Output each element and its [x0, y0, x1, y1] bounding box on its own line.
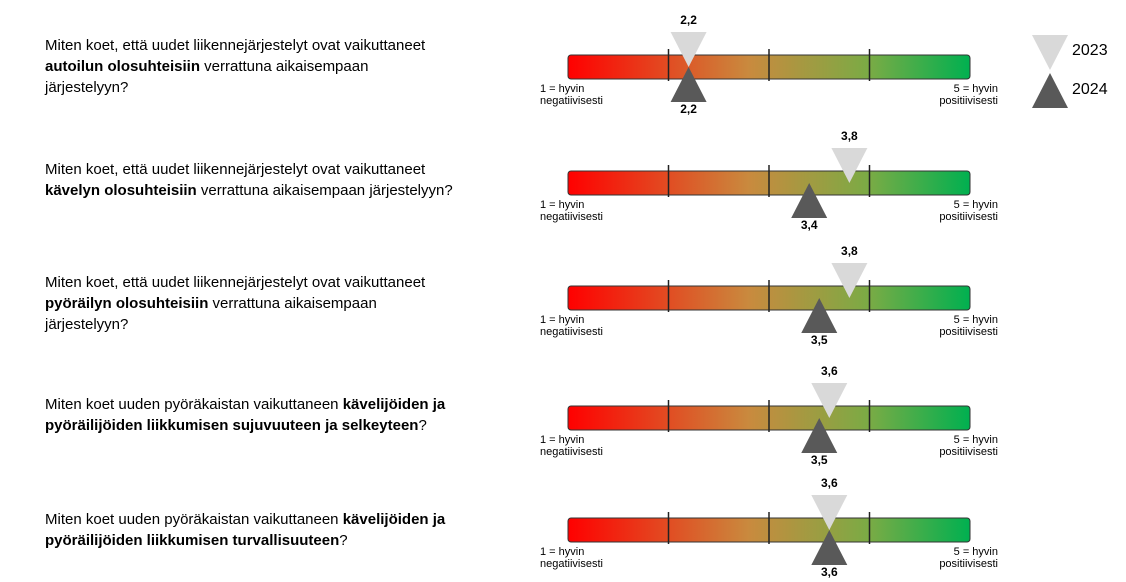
scale-max-label: positiivisesti: [939, 211, 998, 223]
scale-min-label: 1 = hyvin: [540, 546, 584, 558]
scale-min-label: negatiivisesti: [540, 446, 603, 458]
scale-min-label: negatiivisesti: [540, 211, 603, 223]
marker-2024: [801, 298, 838, 333]
marker-2024: [811, 530, 848, 565]
question-text: järjestelyyn?: [44, 316, 128, 333]
question-segment: Miten koet uuden pyöräkaistan vaikuttane…: [45, 511, 343, 528]
legend-label: 2023: [1072, 42, 1108, 59]
question-segment: Miten koet, että uudet liikennejärjestel…: [45, 161, 426, 178]
marker-2023: [811, 383, 848, 418]
scale-max-label: positiivisesti: [939, 446, 998, 458]
question-segment: verrattuna aikaisempaan: [200, 58, 368, 75]
question-text: Miten koet, että uudet liikennejärjestel…: [45, 161, 426, 178]
legend-marker: [1032, 73, 1068, 108]
scale-min-label: 1 = hyvin: [540, 83, 584, 95]
scale-max-label: 5 = hyvin: [954, 314, 998, 326]
value-label: 3,5: [811, 333, 828, 347]
question-segment: kävelijöiden ja: [343, 396, 446, 413]
value-label: 3,5: [811, 453, 828, 467]
scale-min-label: negatiivisesti: [540, 95, 603, 107]
value-label: 2,2: [680, 13, 697, 27]
question-segment: kävelijöiden ja: [343, 511, 446, 528]
marker-2024: [791, 183, 828, 218]
scale-max-label: positiivisesti: [939, 326, 998, 338]
value-label: 3,8: [841, 244, 858, 258]
question-segment: pyöräilijöiden liikkumisen sujuvuuteen j…: [45, 417, 418, 434]
marker-2023: [811, 495, 848, 530]
scale-max-label: 5 = hyvin: [954, 434, 998, 446]
question-segment: järjestelyyn?: [44, 316, 128, 333]
legend-marker: [1032, 35, 1068, 70]
scale-max-label: 5 = hyvin: [954, 546, 998, 558]
scale-min-label: negatiivisesti: [540, 326, 603, 338]
question-text: Miten koet, että uudet liikennejärjestel…: [45, 37, 426, 54]
question-segment: autoilun olosuhteisiin: [45, 58, 200, 75]
scale-max-label: 5 = hyvin: [954, 199, 998, 211]
legend-label: 2024: [1072, 81, 1108, 98]
question-segment: Miten koet uuden pyöräkaistan vaikuttane…: [45, 396, 343, 413]
question-segment: Miten koet, että uudet liikennejärjestel…: [45, 37, 426, 54]
question-segment: järjestelyyn?: [44, 79, 128, 96]
value-label: 2,2: [680, 102, 697, 116]
question-text: pyöräilyn olosuhteisiin verrattuna aikai…: [45, 295, 377, 312]
marker-2024: [670, 67, 707, 102]
scale-max-label: positiivisesti: [939, 95, 998, 107]
scale-max-label: 5 = hyvin: [954, 83, 998, 95]
question-segment: pyöräilyn olosuhteisiin: [45, 295, 208, 312]
marker-2023: [831, 263, 868, 298]
question-segment: verrattuna aikaisempaan järjestelyyn?: [197, 182, 453, 199]
marker-2023: [670, 32, 707, 67]
question-segment: verrattuna aikaisempaan: [208, 295, 376, 312]
marker-2024: [801, 418, 838, 453]
question-segment: kävelyn olosuhteisiin: [45, 182, 197, 199]
question-segment: pyöräilijöiden liikkumisen turvallisuute…: [45, 532, 339, 549]
scale-min-label: 1 = hyvin: [540, 199, 584, 211]
value-label: 3,8: [841, 129, 858, 143]
value-label: 3,4: [801, 218, 818, 232]
question-text: Miten koet uuden pyöräkaistan vaikuttane…: [45, 396, 446, 413]
question-text: kävelyn olosuhteisiin verrattuna aikaise…: [45, 182, 453, 199]
scale-min-label: 1 = hyvin: [540, 434, 584, 446]
question-text: pyöräilijöiden liikkumisen turvallisuute…: [45, 532, 348, 549]
question-text: Miten koet, että uudet liikennejärjestel…: [45, 274, 426, 291]
value-label: 3,6: [821, 364, 838, 378]
value-label: 3,6: [821, 565, 838, 579]
question-segment: ?: [418, 417, 426, 434]
question-text: autoilun olosuhteisiin verrattuna aikais…: [45, 58, 368, 75]
scale-max-label: positiivisesti: [939, 558, 998, 570]
question-segment: Miten koet, että uudet liikennejärjestel…: [45, 274, 426, 291]
scale-min-label: 1 = hyvin: [540, 314, 584, 326]
question-text: järjestelyyn?: [44, 79, 128, 96]
value-label: 3,6: [821, 476, 838, 490]
scale-min-label: negatiivisesti: [540, 558, 603, 570]
question-text: pyöräilijöiden liikkumisen sujuvuuteen j…: [45, 417, 427, 434]
marker-2023: [831, 148, 868, 183]
question-text: Miten koet uuden pyöräkaistan vaikuttane…: [45, 511, 446, 528]
question-segment: ?: [339, 532, 347, 549]
